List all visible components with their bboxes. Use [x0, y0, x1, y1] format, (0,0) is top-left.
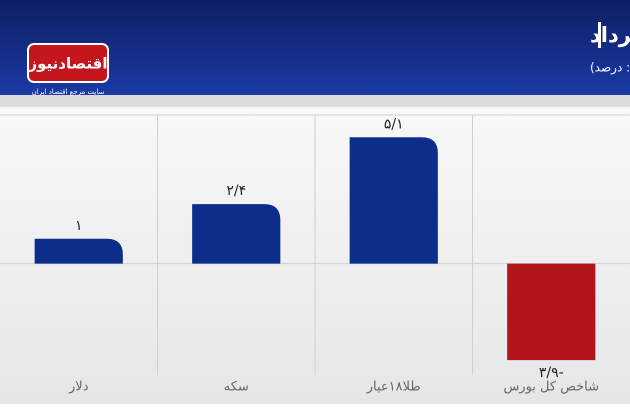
- x-tick-label: دلار: [68, 380, 89, 395]
- chart-subtitle: (واحد: درصد): [590, 61, 630, 76]
- x-tick-label: سکه: [224, 380, 249, 395]
- value-label: ۲/۴: [226, 183, 246, 199]
- value-label: ۳/۹-: [539, 365, 564, 381]
- bar: [349, 137, 438, 264]
- logo: اقتصادنیوز: [28, 55, 108, 73]
- bar: [34, 238, 123, 264]
- logo-tagline: سایت مرجع اقتصاد ایران: [32, 88, 105, 96]
- value-label: ۵/۱: [384, 116, 404, 132]
- x-tick-label: طلا۱۸عیار: [366, 380, 421, 395]
- x-tick-label: شاخص کل بورس: [503, 380, 599, 395]
- title-bar: [598, 22, 601, 48]
- header-shadow: [0, 95, 630, 107]
- bar: [507, 263, 596, 361]
- bar: [192, 204, 281, 264]
- chart-title: بازدهی بازارها در هفته اول خرداد: [590, 23, 630, 47]
- logo-box: [27, 43, 109, 83]
- value-label: ۱: [75, 218, 83, 234]
